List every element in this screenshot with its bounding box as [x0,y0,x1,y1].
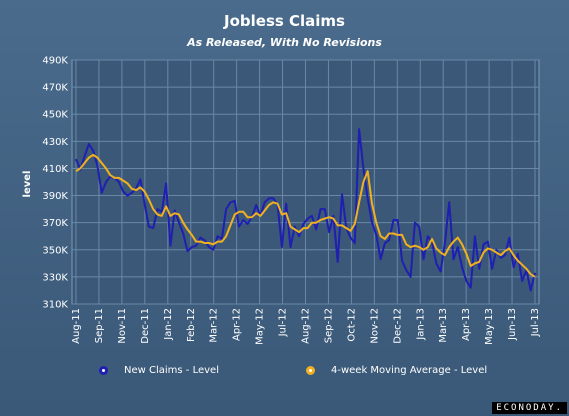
x-tick-label: Jan-12 [163,308,174,341]
y-axis-ticks: 310K 330K 350K 370K 390K 410K 430K 450K 470K 490K [42,56,68,311]
x-tick-label: Mar-13 [438,308,449,343]
x-tick-label: Jul-13 [530,308,541,337]
x-tick-label: Jan-13 [415,308,426,341]
x-tick-label: Dec-12 [392,308,403,344]
series-layer [75,128,536,292]
econoday-logo: ECONODAY. [492,402,567,414]
y-tick-label: 310K [42,300,68,311]
x-tick-label: Aug-12 [301,308,312,344]
x-tick-label: May-12 [255,308,266,345]
y-tick-label: 450K [42,110,68,121]
legend-item-new-claims: New Claims - Level [99,360,219,380]
legend-label-new-claims: New Claims - Level [124,364,219,376]
legend: New Claims - Level 4-week Moving Average… [0,360,569,380]
y-axis-label: level [22,171,33,198]
x-tick-label: Aug-11 [71,308,82,344]
x-tick-label: Apr-13 [461,308,472,341]
x-tick-label: Oct-12 [346,308,357,342]
x-tick-label: Mar-12 [209,308,220,343]
y-tick-label: 490K [42,56,68,67]
y-tick-label: 470K [42,83,68,94]
x-tick-label: Sep-11 [94,308,105,343]
x-tick-label: Nov-11 [117,308,128,344]
legend-marker-new-claims [99,365,108,375]
x-tick-label: Jul-12 [278,308,289,337]
x-tick-label: Dec-11 [140,308,151,344]
series-line-moving-average [75,153,536,278]
legend-marker-moving-average [306,365,315,375]
x-tick-label: May-13 [484,308,495,345]
chart-subtitle: As Released, With No Revisions [187,36,382,49]
x-tick-label: Jun-13 [507,308,518,341]
y-tick-label: 410K [42,164,68,175]
y-tick-label: 370K [42,218,68,229]
x-tick-label: Nov-12 [369,308,380,344]
chart-title: Jobless Claims [224,12,345,30]
y-tick-label: 430K [42,137,68,148]
y-tick-label: 330K [42,272,68,283]
x-tick-label: Sep-12 [323,308,334,343]
series-line-new-claims [75,128,536,292]
legend-label-moving-average: 4-week Moving Average - Level [331,364,488,376]
x-tick-label: Apr-12 [232,308,243,341]
x-axis-ticks: Aug-11 Sep-11 Nov-11 Dec-11 Jan-12 Feb-12 Mar-… [71,308,541,345]
x-tick-label: Feb-12 [186,308,197,342]
y-tick-label: 390K [42,191,68,202]
legend-item-moving-average: 4-week Moving Average - Level [306,360,487,380]
y-tick-label: 350K [42,245,68,256]
